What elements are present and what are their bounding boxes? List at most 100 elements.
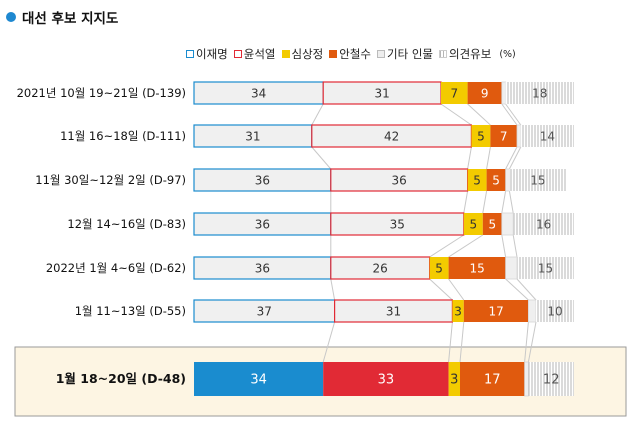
category-label: 2022년 1월 4~6일 (D-62) bbox=[46, 261, 186, 275]
legend-label: 윤석열 bbox=[243, 47, 276, 61]
bar-segment bbox=[505, 168, 510, 192]
bar-segment bbox=[536, 300, 574, 322]
legend-label: 이재명 bbox=[196, 47, 228, 61]
connector-line bbox=[516, 278, 537, 301]
bar-segment bbox=[516, 124, 522, 148]
data-label: 33 bbox=[378, 373, 395, 388]
bar-segment bbox=[490, 125, 517, 147]
bar-segment bbox=[330, 256, 431, 280]
data-label: 34 bbox=[251, 87, 266, 101]
connector-line bbox=[459, 321, 465, 363]
data-label: 10 bbox=[547, 305, 562, 319]
legend-swatch bbox=[377, 50, 385, 58]
legend-item: 안철수 bbox=[329, 46, 371, 62]
connector-line bbox=[527, 321, 537, 363]
data-label: 18 bbox=[532, 87, 547, 101]
bar-segment bbox=[463, 213, 483, 235]
data-label: 5 bbox=[492, 174, 500, 188]
connector-line bbox=[505, 103, 522, 126]
bar-segment bbox=[323, 362, 449, 396]
bar-segment bbox=[467, 82, 502, 104]
data-label: 36 bbox=[392, 174, 407, 188]
data-label: 5 bbox=[473, 174, 481, 188]
bar-segment bbox=[520, 125, 574, 147]
data-label: 16 bbox=[536, 218, 551, 232]
connector-line bbox=[501, 103, 518, 126]
connector-line bbox=[311, 146, 332, 170]
connector-line bbox=[448, 278, 465, 301]
data-label: 37 bbox=[257, 305, 272, 319]
connector-line bbox=[463, 190, 469, 214]
bar-segment bbox=[441, 82, 468, 104]
legend-swatch bbox=[329, 50, 338, 58]
legend-item: 윤석열 bbox=[233, 46, 276, 62]
data-label: 5 bbox=[477, 130, 485, 144]
bar-segment bbox=[429, 257, 449, 279]
chart-title: 대선 후보 지지도 bbox=[6, 7, 118, 27]
data-label: 26 bbox=[373, 262, 388, 276]
data-label: 34 bbox=[250, 373, 267, 388]
bar-segment bbox=[452, 300, 464, 322]
connector-line bbox=[508, 146, 522, 170]
bar-segment bbox=[471, 125, 491, 147]
bar-segment bbox=[505, 82, 574, 104]
bar-segment bbox=[528, 299, 537, 323]
data-label: 15 bbox=[530, 174, 545, 188]
legend-label: 심상정 bbox=[291, 47, 324, 61]
legend-swatch bbox=[233, 50, 242, 58]
category-label: 12월 14~16일 (D-83) bbox=[67, 217, 186, 231]
chart-title-text: 대선 후보 지지도 bbox=[22, 11, 119, 27]
data-label: 31 bbox=[374, 87, 389, 101]
connector-lines bbox=[311, 103, 537, 363]
bar-segment bbox=[528, 362, 574, 396]
data-label: 3 bbox=[454, 305, 462, 319]
data-label: 9 bbox=[481, 87, 489, 101]
legend-item: 이재명 bbox=[186, 46, 228, 62]
title-bullet-icon bbox=[6, 12, 16, 22]
data-label: 12 bbox=[543, 373, 560, 388]
bar-segment bbox=[524, 361, 529, 397]
legend-label: 의견유보 bbox=[448, 47, 492, 61]
data-label: 31 bbox=[386, 305, 401, 319]
legend-label: 기타 인물 bbox=[387, 47, 433, 61]
data-label: 35 bbox=[390, 218, 405, 232]
bar-segment bbox=[482, 213, 502, 235]
data-label: 5 bbox=[435, 262, 443, 276]
bar-segment bbox=[486, 169, 506, 191]
bar-segment bbox=[448, 257, 506, 279]
data-label: 7 bbox=[500, 130, 508, 144]
connector-line bbox=[512, 234, 518, 258]
category-label: 11월 30일~12월 2일 (D-97) bbox=[35, 173, 186, 187]
data-label: 14 bbox=[540, 130, 555, 144]
legend: 이재명 윤석열 심상정 안철수 기타 인물 의견유보 (%) bbox=[186, 46, 516, 62]
legend-swatch bbox=[438, 50, 447, 58]
data-label: 15 bbox=[538, 262, 553, 276]
data-label: 36 bbox=[255, 218, 270, 232]
connector-line bbox=[482, 190, 488, 214]
category-label: 1월 11~13일 (D-55) bbox=[75, 304, 186, 318]
bar-segment bbox=[330, 168, 469, 192]
connector-line bbox=[448, 321, 453, 363]
connector-line bbox=[486, 146, 491, 170]
data-label: 31 bbox=[245, 130, 260, 144]
legend-unit: (%) bbox=[499, 48, 516, 60]
data-label: 7 bbox=[450, 87, 458, 101]
connector-line bbox=[440, 103, 472, 126]
legend-item: 의견유보 bbox=[438, 46, 492, 62]
bar-segment bbox=[501, 212, 514, 236]
category-label: 1월 18~20일 (D-48) bbox=[56, 371, 186, 386]
legend-swatch bbox=[281, 50, 290, 58]
data-label: 15 bbox=[469, 262, 484, 276]
connector-line bbox=[429, 278, 453, 301]
data-label: 5 bbox=[488, 218, 496, 232]
data-label: 5 bbox=[469, 218, 477, 232]
connector-line bbox=[505, 278, 529, 301]
bar-segment bbox=[513, 213, 574, 235]
bar-segment bbox=[517, 257, 574, 279]
bar-segment bbox=[501, 81, 506, 105]
connector-line bbox=[322, 321, 336, 363]
data-label: 17 bbox=[484, 373, 501, 388]
connector-line bbox=[311, 103, 324, 126]
